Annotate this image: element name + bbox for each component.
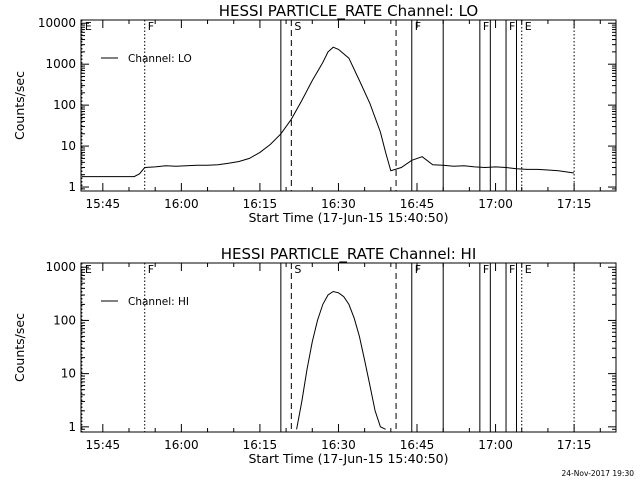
- y-axis-label: Counts/sec: [12, 313, 27, 382]
- x-tick-label: 16:15: [243, 438, 278, 452]
- flag-label: F: [148, 20, 154, 33]
- x-tick-label: 16:45: [400, 197, 435, 211]
- flag-label: F: [483, 20, 489, 33]
- x-tick-label: 16:00: [164, 197, 199, 211]
- flag-label: F: [509, 263, 515, 276]
- x-tick-label: 17:15: [557, 438, 592, 452]
- y-tick-label: 10: [61, 367, 76, 381]
- chart-title: HESSI PARTICLE_RATE Channel: LO: [219, 2, 478, 21]
- x-tick-label: 17:00: [478, 438, 513, 452]
- x-tick-label: 17:15: [557, 197, 592, 211]
- flag-label: F: [415, 20, 421, 33]
- flag-label: F: [415, 263, 421, 276]
- flag-label: S: [294, 263, 301, 276]
- x-tick-label: 16:30: [321, 438, 356, 452]
- flag-label: S: [294, 20, 301, 33]
- flag-label: F: [148, 263, 154, 276]
- x-axis-label: Start Time (17-Jun-15 15:40:50): [249, 210, 449, 225]
- x-tick-label: 17:00: [478, 197, 513, 211]
- y-tick-label: 10000: [38, 16, 76, 30]
- flag-label: E: [525, 20, 532, 33]
- y-tick-label: 1000: [45, 57, 76, 71]
- y-tick-label: 100: [53, 313, 76, 327]
- x-tick-label: 16:00: [164, 438, 199, 452]
- timestamp-label: 24-Nov-2017 19:30: [562, 469, 635, 478]
- x-tick-label: 16:45: [400, 438, 435, 452]
- flag-label: F: [483, 263, 489, 276]
- x-tick-label: 16:30: [321, 197, 356, 211]
- chart-panel-hi: HESSI PARTICLE_RATE Channel: HI 15:45 16:0…: [12, 245, 617, 466]
- y-tick-label: 10: [61, 139, 76, 153]
- y-tick-label: 1: [68, 420, 76, 434]
- x-tick-label: 15:45: [86, 438, 121, 452]
- legend-label: Channel: LO: [128, 53, 192, 65]
- data-series-line: [296, 290, 386, 430]
- y-tick-label: 1: [68, 180, 76, 194]
- chart-title: HESSI PARTICLE_RATE Channel: HI: [221, 245, 477, 264]
- chart-panel-lo: HESSI PARTICLE_RATE Channel: LO 15:45 16:0…: [12, 2, 617, 225]
- data-series-line: [81, 46, 575, 178]
- y-axis-label: Counts/sec: [12, 71, 27, 140]
- legend-label: Channel: HI: [128, 296, 189, 308]
- x-tick-label: 16:15: [243, 197, 278, 211]
- flag-label: E: [85, 263, 92, 276]
- flag-label: E: [525, 263, 532, 276]
- y-tick-label: 1000: [45, 260, 76, 274]
- plot-frame: [80, 262, 617, 433]
- y-tick-label: 100: [53, 98, 76, 112]
- x-axis-label: Start Time (17-Jun-15 15:40:50): [249, 451, 449, 466]
- x-tick-label: 15:45: [86, 197, 121, 211]
- flag-label: F: [509, 20, 515, 33]
- flag-label: E: [85, 20, 92, 33]
